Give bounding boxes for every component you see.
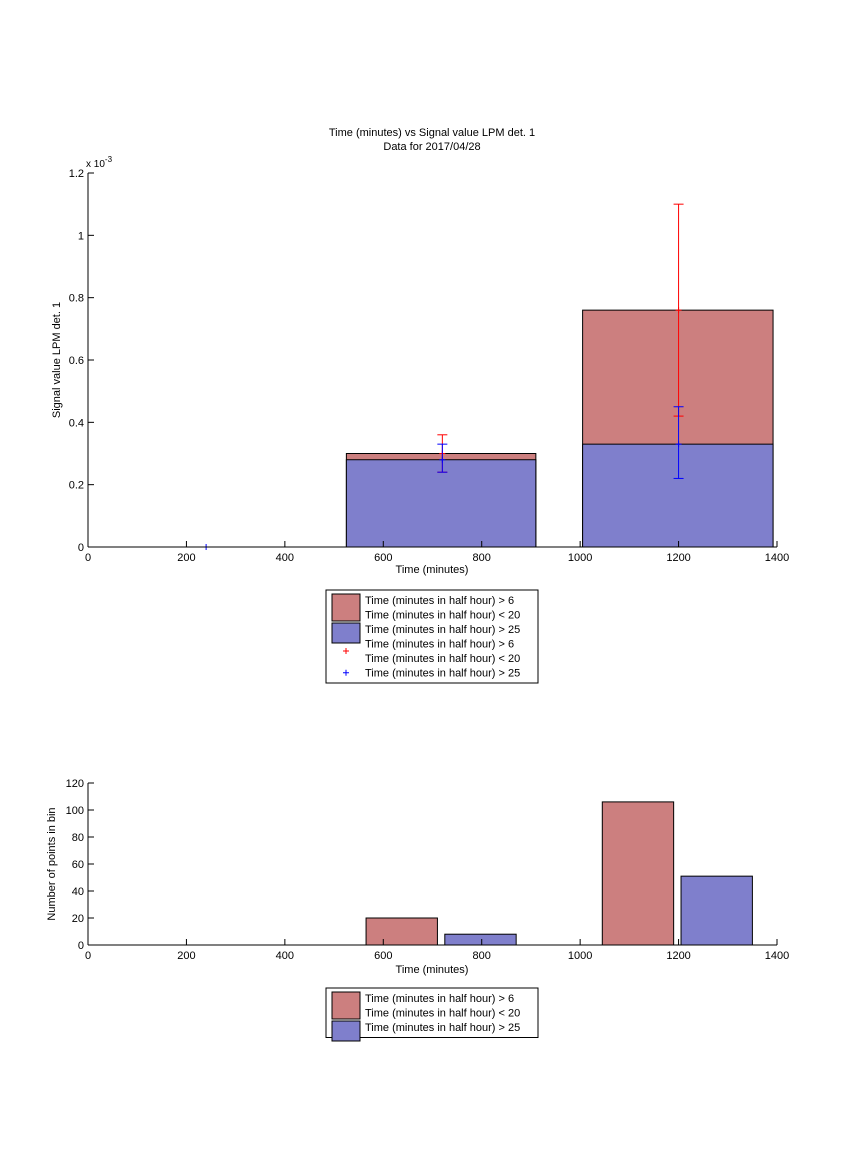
y-multiplier-base: x 10 — [86, 159, 105, 170]
x-tick-label: 1400 — [765, 552, 789, 564]
chart-title: Time (minutes) vs Signal value LPM det. … — [329, 127, 535, 139]
blue-marker — [675, 441, 682, 448]
legend-marker — [343, 669, 349, 676]
bar-red — [601, 801, 675, 946]
y-tick-label: 100 — [66, 805, 84, 817]
x-tick-label: 1400 — [765, 950, 789, 962]
x-tick-label: 600 — [374, 552, 392, 564]
bar-segment-blue — [582, 443, 774, 548]
y-multiplier: x 10-3 — [86, 155, 113, 170]
y-axis-label: Signal value LPM det. 1 — [51, 302, 63, 418]
y-multiplier-exponent: -3 — [105, 155, 113, 164]
x-tick-label: 1000 — [568, 552, 592, 564]
y-tick-label: 1.2 — [69, 168, 84, 180]
chart-subtitle: Data for 2017/04/28 — [383, 141, 480, 153]
legend-swatch — [331, 622, 361, 644]
legend-swatch — [331, 593, 361, 622]
x-tick-label: 400 — [276, 950, 294, 962]
red-marker — [675, 307, 682, 314]
y-tick-label: 0.2 — [69, 480, 84, 492]
x-tick-label: 1200 — [666, 552, 690, 564]
x-axis-label: Time (minutes) — [396, 964, 469, 976]
legend-marker — [343, 648, 349, 654]
x-tick-label: 200 — [177, 552, 195, 564]
legend-label: Time (minutes in half hour) > 25 — [365, 668, 520, 680]
legend: Time (minutes in half hour) > 6 Time (min… — [325, 589, 539, 684]
legend-box — [325, 589, 539, 684]
bars-group — [365, 801, 753, 946]
legend-label: Time (minutes in half hour) > 25 — [365, 624, 520, 636]
y-tick-label: 20 — [72, 913, 84, 925]
y-tick-label: 60 — [72, 859, 84, 871]
x-tick-label: 600 — [374, 950, 392, 962]
y-tick-label: 0.4 — [69, 417, 84, 429]
signal-chart: Time (minutes) vs Signal value LPM det. … — [51, 127, 790, 684]
y-tick-label: 80 — [72, 832, 84, 844]
x-tick-label: 400 — [276, 552, 294, 564]
y-tick-label: 40 — [72, 886, 84, 898]
y-tick-label: 0.6 — [69, 355, 84, 367]
x-tick-label: 0 — [85, 552, 91, 564]
bar-segment-blue — [345, 459, 537, 548]
bars-group — [345, 309, 774, 548]
x-tick-label: 800 — [473, 950, 491, 962]
y-tick-label: 0 — [78, 542, 84, 554]
axes-group: 0 200 400 600 800 1000 1200 1400 0 0.2 0.4 0.6 0.8 1 1… — [69, 168, 790, 564]
blue-errorbar — [437, 443, 448, 473]
legend: Time (minutes in half hour) > 6 Time (min… — [325, 987, 539, 1042]
y-tick-label: 0 — [78, 940, 84, 952]
count-chart: Time (minutes) Number of points in bin 0… — [46, 778, 790, 1042]
y-tick-label: 1 — [78, 230, 84, 242]
x-tick-label: 1000 — [568, 950, 592, 962]
x-tick-label: 0 — [85, 950, 91, 962]
bar-blue — [680, 875, 753, 946]
bar-blue — [444, 933, 517, 946]
x-axis-label: Time (minutes) — [396, 564, 469, 576]
blue-errorbar — [673, 406, 684, 479]
y-axis-label: Number of points in bin — [46, 807, 58, 920]
blue-marker — [439, 456, 446, 463]
x-tick-label: 200 — [177, 950, 195, 962]
y-tick-label: 120 — [66, 778, 84, 790]
legend-swatch — [331, 991, 361, 1020]
bar-red — [365, 917, 438, 946]
x-tick-label: 1200 — [666, 950, 690, 962]
axes-group: 0 200 400 600 800 1000 1200 1400 0 20 40 60 80 100 120 — [66, 778, 790, 962]
errorbars-group — [203, 203, 684, 550]
legend-box — [325, 987, 539, 1038]
legend-label: Time (minutes in half hour) > 25 — [365, 1022, 520, 1034]
legend-label: Time (minutes in half hour) < 20 — [365, 1008, 520, 1020]
legend-label: Time (minutes in half hour) > 6 — [365, 993, 514, 1005]
x-tick-label: 800 — [473, 552, 491, 564]
legend-swatch — [331, 1020, 361, 1042]
legend-label: Time (minutes in half hour) > 6 — [365, 595, 514, 607]
legend-label: Time (minutes in half hour) > 6 — [365, 639, 514, 651]
legend-label: Time (minutes in half hour) < 20 — [365, 653, 520, 665]
legend-label: Time (minutes in half hour) < 20 — [365, 610, 520, 622]
y-tick-label: 0.8 — [69, 293, 84, 305]
